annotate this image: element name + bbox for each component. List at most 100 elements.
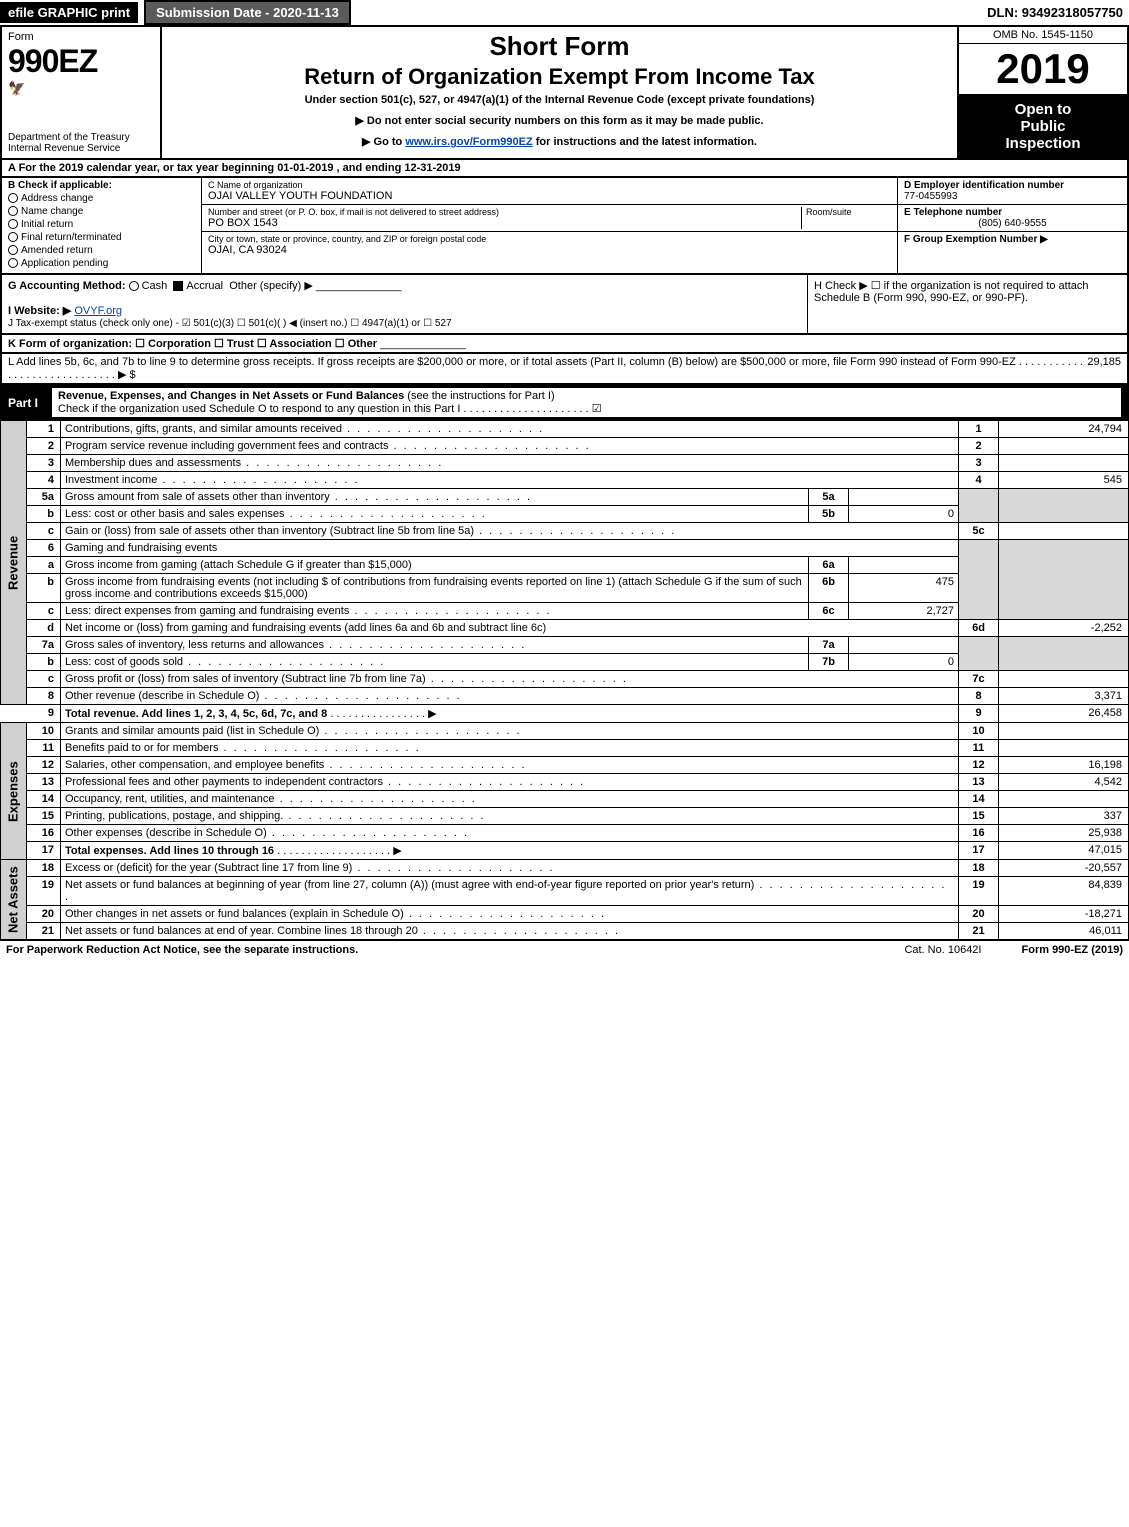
city-value: OJAI, CA 93024 [208,244,891,256]
l10-num: 10 [27,723,61,740]
omb-number: OMB No. 1545-1150 [959,27,1127,44]
l18-desc: Excess or (deficit) for the year (Subtra… [61,860,959,877]
l6a-ibox: 6a [809,557,849,574]
submission-date-button[interactable]: Submission Date - 2020-11-13 [144,0,351,25]
l21-amt: 46,011 [999,923,1129,940]
footer-paperwork: For Paperwork Reduction Act Notice, see … [6,944,358,956]
l3-desc: Membership dues and assessments [61,455,959,472]
dept-line2: Internal Revenue Service [8,143,120,154]
l17-desc: Total expenses. Add lines 10 through 16 … [61,842,959,860]
l14-desc: Occupancy, rent, utilities, and maintena… [61,791,959,808]
opt-name-change[interactable]: Name change [8,206,195,217]
l12-num: 12 [27,757,61,774]
section-c: C Name of organization OJAI VALLEY YOUTH… [202,178,897,273]
l5ab-shade [959,489,999,523]
section-def: D Employer identification number 77-0455… [897,178,1127,273]
top-bar: efile GRAPHIC print Submission Date - 20… [0,0,1129,27]
l5a-ibox: 5a [809,489,849,506]
l20-amt: -18,271 [999,906,1129,923]
l3-amt [999,455,1129,472]
row-k-text: K Form of organization: ☐ Corporation ☐ … [8,338,377,350]
opt-address-change-label: Address change [21,193,93,204]
website-link[interactable]: OVYF.org [74,305,122,317]
radio-cash[interactable] [129,281,139,291]
l15-amt: 337 [999,808,1129,825]
l7b-iamt: 0 [849,654,959,671]
l19-num: 19 [27,877,61,906]
efile-print-button[interactable]: efile GRAPHIC print [0,2,138,23]
l19-box: 19 [959,877,999,906]
irs-eagle-icon: 🦅 [8,80,154,97]
row-j: J Tax-exempt status (check only one) - ☑… [8,318,452,329]
l12-amt: 16,198 [999,757,1129,774]
row-l-text: L Add lines 5b, 6c, and 7b to line 9 to … [8,356,1087,381]
phone-label: E Telephone number [904,207,1002,218]
l3-box: 3 [959,455,999,472]
dept-treasury: Department of the Treasury Internal Reve… [8,132,154,154]
check-accrual[interactable] [173,281,183,291]
l6-shade [959,540,999,620]
row-a-text: A For the 2019 calendar year, or tax yea… [8,162,461,174]
l6b-ibox: 6b [809,574,849,603]
open-to-public-box: Open to Public Inspection [959,95,1127,158]
opt-application-pending[interactable]: Application pending [8,258,195,269]
l6d-amt: -2,252 [999,620,1129,637]
row-l: L Add lines 5b, 6c, and 7b to line 9 to … [0,354,1129,385]
opt-initial-return-label: Initial return [21,219,73,230]
row-l-amount: 29,185 [1087,356,1121,381]
open-l3: Inspection [963,135,1123,152]
side-expenses: Expenses [1,723,27,860]
form-header: Form 990EZ 🦅 Department of the Treasury … [0,27,1129,160]
l13-num: 13 [27,774,61,791]
l6-num: 6 [27,540,61,557]
l4-num: 4 [27,472,61,489]
header-left: Form 990EZ 🦅 Department of the Treasury … [2,27,162,158]
l21-desc: Net assets or fund balances at end of ye… [61,923,959,940]
l3-num: 3 [27,455,61,472]
phone-value: (805) 640-9555 [904,218,1121,229]
l19-amt: 84,839 [999,877,1129,906]
form-number: 990EZ [8,43,154,80]
l15-desc: Printing, publications, postage, and shi… [61,808,959,825]
l9-num: 9 [27,705,61,723]
l12-desc: Salaries, other compensation, and employ… [61,757,959,774]
l6b-desc: Gross income from fundraising events (no… [61,574,809,603]
l17-amt: 47,015 [999,842,1129,860]
opt-application-pending-label: Application pending [21,258,108,269]
header-center: Short Form Return of Organization Exempt… [162,27,957,158]
org-name: OJAI VALLEY YOUTH FOUNDATION [208,190,891,202]
l19-desc: Net assets or fund balances at beginning… [61,877,959,906]
l17-box: 17 [959,842,999,860]
l6c-ibox: 6c [809,603,849,620]
l21-num: 21 [27,923,61,940]
l7b-desc: Less: cost of goods sold [61,654,809,671]
part1-table: Revenue 1 Contributions, gifts, grants, … [0,420,1129,940]
irs-link[interactable]: www.irs.gov/Form990EZ [405,136,532,148]
l6c-iamt: 2,727 [849,603,959,620]
opt-final-return[interactable]: Final return/terminated [8,232,195,243]
l20-box: 20 [959,906,999,923]
opt-initial-return[interactable]: Initial return [8,219,195,230]
row-g: G Accounting Method: Cash Accrual Other … [2,275,807,333]
l14-box: 14 [959,791,999,808]
section-b: B Check if applicable: Address change Na… [2,178,202,273]
l6b-num: b [27,574,61,603]
l5b-desc: Less: cost or other basis and sales expe… [61,506,809,523]
side-spacer [1,705,27,723]
goto-line: ▶ Go to www.irs.gov/Form990EZ for instru… [170,135,949,148]
l16-box: 16 [959,825,999,842]
l5a-num: 5a [27,489,61,506]
row-gh: G Accounting Method: Cash Accrual Other … [0,275,1129,335]
opt-amended-return[interactable]: Amended return [8,245,195,256]
l16-num: 16 [27,825,61,842]
row-h: H Check ▶ ☐ if the organization is not r… [807,275,1127,333]
row-k: K Form of organization: ☐ Corporation ☐ … [0,335,1129,354]
part1-sub: (see the instructions for Part I) [404,390,554,402]
l6-shade-amt [999,540,1129,620]
side-revenue: Revenue [1,421,27,705]
opt-address-change[interactable]: Address change [8,193,195,204]
l11-amt [999,740,1129,757]
opt-name-change-label: Name change [21,206,83,217]
l5c-desc: Gain or (loss) from sale of assets other… [61,523,959,540]
part1-check: Check if the organization used Schedule … [58,403,602,415]
